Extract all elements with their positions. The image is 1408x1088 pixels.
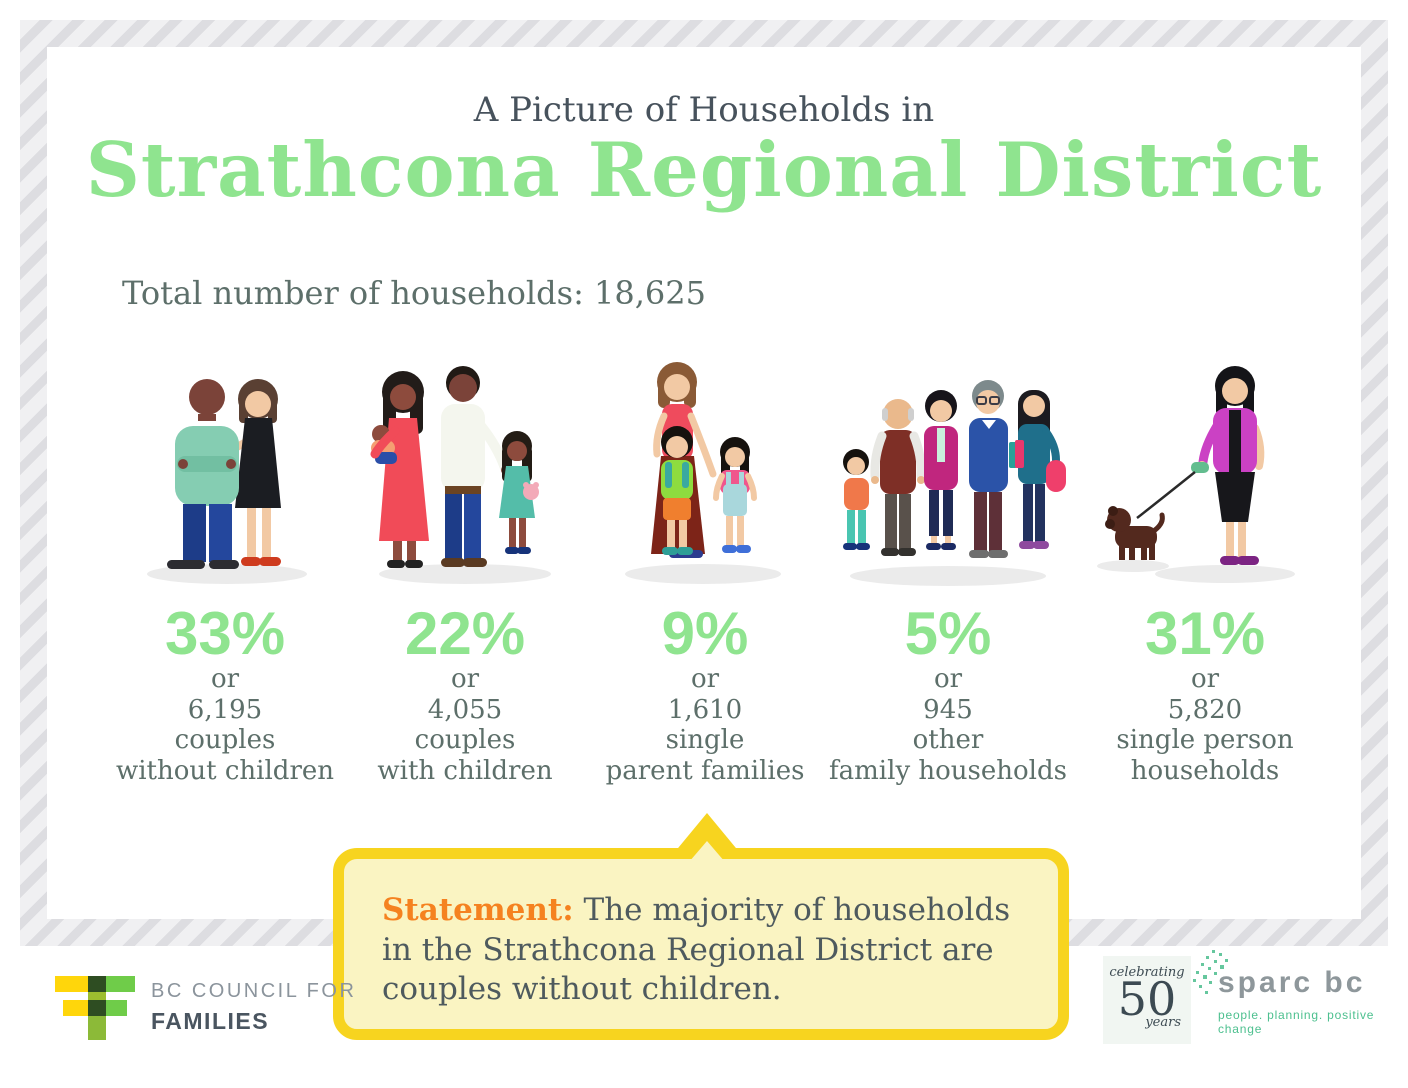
category-single-person-households: 31% or 5,820 single person households [1085, 336, 1325, 787]
or-label: or [933, 664, 963, 694]
bc-council-for-families-logo: BC COUNCIL FOR FAMILIES [55, 974, 356, 1040]
category-couples-without-children: 33% or 6,195 couples without children [105, 336, 345, 787]
celebrating-50-years-badge: celebrating 50 years [1103, 956, 1191, 1044]
percent-value: 33% [164, 600, 286, 667]
or-label: or [1190, 664, 1220, 694]
bccf-logo-text: BC COUNCIL FOR FAMILIES [151, 974, 356, 1035]
category-label-line2: without children [115, 756, 335, 787]
count-value: 4,055 [427, 694, 503, 725]
percent-value: 31% [1144, 600, 1266, 667]
sparc-bc-logo: sparc bc people. planning. positive chan… [1193, 950, 1408, 1036]
celebrating-label: celebrating [1109, 965, 1185, 980]
statement-body: The majority of households in the Strath… [382, 892, 1011, 1008]
category-other-family-households: 5% or 945 other family households [828, 336, 1068, 787]
statement-callout: Statement: The majority of households in… [333, 813, 1069, 1040]
count-value: 945 [923, 694, 973, 725]
total-households-label: Total number of households: 18,625 [122, 274, 706, 312]
single-parent-family-illustration [625, 362, 781, 584]
couple-without-children-illustration [147, 379, 307, 584]
page-subtitle: A Picture of Households in [473, 90, 935, 130]
callout-pointer-fill [683, 841, 731, 869]
category-single-parent-families: 9% or 1,610 single parent families [585, 336, 825, 787]
percent-value: 22% [404, 600, 526, 667]
category-label-line2: with children [377, 756, 553, 787]
category-label-line2: households [1130, 756, 1280, 787]
extended-family-illustration [843, 380, 1066, 586]
percent-value: 9% [661, 600, 749, 667]
count-value: 6,195 [187, 694, 263, 725]
bccf-logo-icon [55, 976, 135, 1040]
percent-value: 5% [904, 600, 992, 667]
statement-label: Statement: [382, 892, 574, 928]
category-label-line1: single [665, 725, 745, 756]
sparc-name: sparc bc [1218, 966, 1366, 999]
count-value: 5,820 [1167, 694, 1243, 725]
couple-with-children-illustration [370, 366, 551, 584]
category-label-line2: parent families [605, 756, 805, 787]
category-couples-with-children: 22% or 4,055 couples with children [345, 336, 585, 787]
sparkle-icon [1193, 950, 1228, 994]
category-label-line2: family households [829, 756, 1067, 787]
category-label-line1: other [912, 725, 984, 756]
count-value: 1,610 [667, 694, 743, 725]
or-label: or [210, 664, 240, 694]
bccf-line2: FAMILIES [151, 1008, 270, 1034]
category-label-line1: couples [174, 725, 276, 756]
years-label: years [1145, 1015, 1181, 1031]
or-label: or [690, 664, 720, 694]
fifty-label: 50 [1117, 972, 1177, 1026]
category-label-line1: couples [414, 725, 516, 756]
category-label-line1: single person [1116, 725, 1294, 756]
sparc-tagline: people. planning. positive change [1218, 1008, 1375, 1036]
statement-text: Statement: The majority of households in… [344, 859, 1058, 1010]
striped-border-frame [20, 20, 1388, 946]
page-title: Strathcona Regional District [85, 126, 1323, 214]
single-person-with-dog-illustration [1097, 366, 1295, 583]
bccf-line1: BC COUNCIL FOR [151, 980, 357, 1002]
or-label: or [450, 664, 480, 694]
